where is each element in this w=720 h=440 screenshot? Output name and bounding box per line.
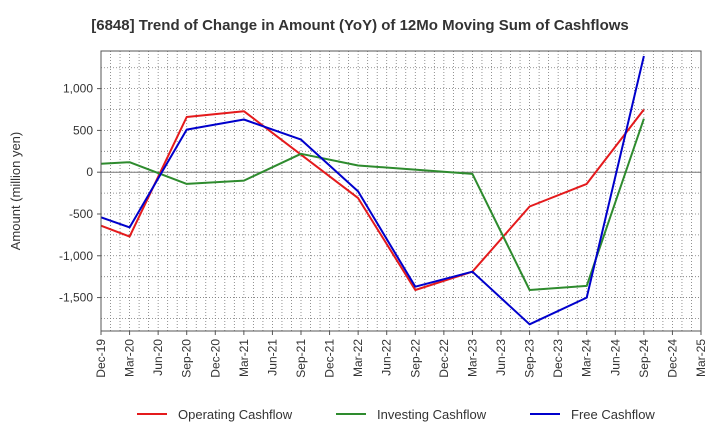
x-tick-label: Dec-23 — [551, 339, 565, 378]
x-tick-label: Mar-23 — [465, 339, 479, 377]
free-cashflow-line — [100, 55, 645, 326]
x-tick-label: Jun-24 — [608, 339, 622, 376]
x-tick-label: Dec-19 — [94, 339, 108, 378]
y-axis-ticks: 1,000 500 0 -500 -1,000 -1,500 — [59, 82, 101, 305]
grid-lines — [100, 51, 701, 331]
x-tick-label: Mar-25 — [694, 339, 708, 377]
x-tick-label: Dec-24 — [665, 339, 679, 378]
y-tick-label: -500 — [69, 207, 93, 221]
x-tick-label: Jun-23 — [494, 339, 508, 376]
x-tick-label: Sep-22 — [408, 339, 422, 378]
x-tick-label: Jun-21 — [265, 339, 279, 376]
operating-cashflow-legend-label: Operating Cashflow — [178, 407, 293, 422]
x-tick-label: Dec-22 — [437, 339, 451, 378]
legend: Operating Cashflow Investing Cashflow Free… — [137, 407, 655, 422]
x-tick-label: Mar-22 — [351, 339, 365, 377]
x-tick-label: Sep-20 — [180, 339, 194, 378]
y-axis-label: Amount (million yen) — [8, 132, 23, 251]
y-tick-label: -1,500 — [59, 291, 93, 305]
investing-cashflow-line — [100, 118, 645, 291]
x-tick-label: Mar-20 — [123, 339, 137, 377]
x-tick-label: Sep-24 — [637, 339, 651, 378]
y-tick-label: -1,000 — [59, 249, 93, 263]
series-lines — [100, 55, 645, 326]
x-axis-ticks: Dec-19 Mar-20 Jun-20 Sep-20 Dec-20 Mar-21 Jun-… — [94, 331, 708, 378]
x-tick-label: Sep-21 — [294, 339, 308, 378]
investing-cashflow-legend-label: Investing Cashflow — [377, 407, 487, 422]
x-tick-label: Mar-24 — [580, 339, 594, 377]
plot-frame — [100, 50, 702, 332]
x-tick-label: Jun-22 — [380, 339, 394, 376]
x-tick-label: Jun-20 — [151, 339, 165, 376]
x-tick-label: Dec-21 — [323, 339, 337, 378]
y-tick-label: 0 — [86, 165, 93, 179]
x-tick-label: Mar-21 — [237, 339, 251, 377]
x-tick-label: Dec-20 — [208, 339, 222, 378]
free-cashflow-legend-label: Free Cashflow — [571, 407, 655, 422]
chart-title: [6848] Trend of Change in Amount (YoY) o… — [91, 17, 629, 34]
y-tick-label: 500 — [73, 123, 93, 137]
x-tick-label: Sep-23 — [523, 339, 537, 378]
y-tick-label: 1,000 — [63, 82, 93, 96]
